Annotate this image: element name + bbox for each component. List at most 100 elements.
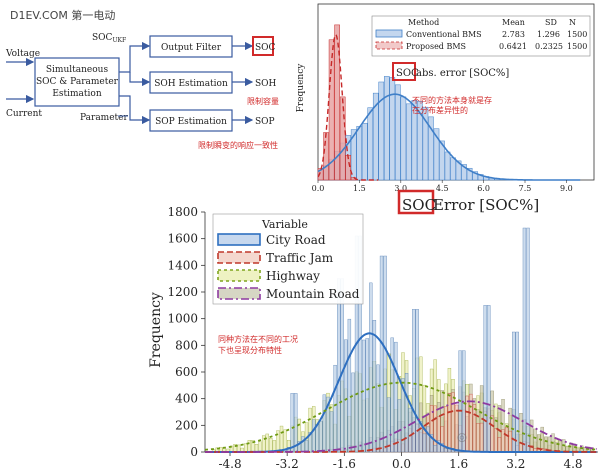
svg-text:1.296: 1.296 — [537, 30, 560, 39]
bottom-histogram-bar — [512, 331, 516, 453]
bottom-histogram-bar — [294, 393, 298, 453]
top-proposed-curve — [317, 33, 379, 181]
parameter-label: Parameter — [80, 113, 128, 123]
legend-highway: Highway — [266, 269, 320, 283]
bottom-histogram-bar — [383, 255, 387, 453]
bottom-histogram-bar — [437, 440, 441, 453]
bottom-ytick-label: 600 — [175, 365, 198, 379]
bottom-histogram-bar — [379, 255, 384, 453]
top-xlabel-highlight — [392, 62, 416, 81]
top-conventional-bar — [411, 100, 418, 181]
mountain-road-curve — [205, 400, 597, 453]
soc-output-label: SOC — [255, 43, 276, 53]
top-legend — [371, 15, 591, 57]
bottom-histogram-bar — [394, 341, 398, 453]
bottom-histogram-bar — [522, 227, 527, 453]
soc-ukf-label: SOCUKF — [92, 33, 126, 44]
bottom-histogram-bar — [258, 441, 262, 453]
bottom-ytick-label: 1400 — [167, 258, 198, 272]
top-xtick-label: 3.0 — [394, 184, 407, 193]
bottom-histogram-bar — [451, 392, 455, 453]
bottom-ytick-label: 0 — [190, 445, 198, 459]
top-proposed-bar — [339, 96, 346, 181]
bottom-histogram-bar — [447, 393, 452, 453]
legend-proposed: Proposed BMS — [406, 42, 466, 51]
legend-city-road: City Road — [266, 233, 326, 247]
top-xtick-label: 6.0 — [477, 184, 490, 193]
soc-output-highlight — [252, 36, 274, 56]
bottom-histogram-bar — [469, 393, 473, 453]
bottom-xtick-label: -3.2 — [276, 457, 299, 471]
top-conventional-bar — [378, 81, 385, 181]
bottom-histogram-bar — [322, 394, 327, 453]
bottom-histogram-bar — [301, 436, 305, 453]
bottom-histogram-bar — [347, 318, 352, 453]
bottom-histogram-bar — [269, 438, 273, 453]
svg-text:SD: SD — [545, 18, 557, 27]
bottom-xtick-label: 4.8 — [563, 457, 582, 471]
bottom-histogram-bar — [419, 421, 423, 453]
legend-traffic-jam: Traffic Jam — [266, 251, 334, 265]
top-xtick-label: 4.5 — [436, 184, 449, 193]
top-note-line2: 在分布差异性的 — [412, 105, 468, 115]
bottom-note-line1: 同种方法在不同的工况 — [218, 334, 298, 344]
bottom-histogram-bar — [265, 433, 269, 453]
bottom-histogram-bar — [308, 432, 312, 453]
bottom-histogram-bar — [433, 405, 437, 453]
top-proposed-bar — [323, 132, 329, 181]
bottom-ytick-label: 1000 — [167, 312, 198, 326]
bottom-histogram-bar — [401, 378, 405, 453]
bottom-title: Error [SOC%] — [433, 196, 539, 214]
bottom-xtick-label: 1.6 — [449, 457, 468, 471]
svg-text:Simultaneous: Simultaneous — [46, 65, 109, 75]
bottom-histogram-bar — [247, 440, 252, 453]
bottom-histogram-bar — [362, 339, 366, 453]
top-ylabel: Frequency — [296, 63, 306, 113]
bottom-histogram-bar — [415, 309, 419, 453]
bottom-histogram-bar — [319, 420, 323, 453]
sop-output-label: SOP — [255, 117, 275, 127]
bottom-histogram-bar — [397, 399, 402, 453]
bottom-histogram-bar — [479, 422, 484, 453]
bottom-histogram-bar — [312, 419, 316, 453]
bottom-ytick-label: 1600 — [167, 232, 198, 246]
svg-text:N: N — [569, 18, 576, 27]
bottom-histogram-bar — [490, 415, 494, 453]
highway-curve — [204, 381, 597, 451]
bottom-histogram-bar — [315, 424, 319, 453]
bottom-histogram-bar — [487, 305, 491, 453]
svg-text:SOH Estimation: SOH Estimation — [154, 79, 228, 89]
bottom-histogram-bar — [412, 309, 416, 453]
bottom-histogram-bar — [279, 425, 284, 453]
bottom-ytick-label: 1200 — [167, 285, 198, 299]
bottom-histogram-bar — [333, 364, 337, 453]
bottom-histogram-bar — [337, 278, 341, 453]
bottom-histogram-bar — [494, 428, 498, 453]
bottom-histogram-bar — [476, 423, 480, 453]
bottom-histogram-bar — [497, 437, 502, 453]
top-conventional-bar — [461, 164, 467, 181]
bottom-histogram-bar — [444, 448, 448, 453]
bottom-histogram-bar — [290, 393, 294, 453]
bottom-xtick-label: -4.8 — [218, 457, 241, 471]
top-conventional-bar — [428, 116, 434, 181]
top-conventional-bar — [395, 84, 401, 181]
svg-text:Mean: Mean — [502, 18, 525, 27]
top-conventional-bar — [422, 106, 429, 181]
bottom-xtick-label: 3.2 — [506, 457, 525, 471]
wechat-watermark: ⊚ — [456, 430, 468, 446]
legend-title: Variable — [261, 218, 308, 231]
bottom-histogram-bar — [433, 445, 437, 453]
bottom-histogram-bar — [376, 364, 380, 453]
bottom-title-soc: SOC — [402, 196, 436, 214]
top-proposed-bar — [328, 39, 335, 181]
bottom-histogram-bar — [244, 443, 248, 453]
bottom-histogram-bar — [504, 427, 509, 453]
bottom-ytick-label: 200 — [175, 418, 198, 432]
bottom-note-line2: 下也呈现分布特性 — [218, 345, 282, 355]
soh-output-label: SOH — [255, 79, 277, 89]
top-conventional-bar — [417, 101, 423, 181]
